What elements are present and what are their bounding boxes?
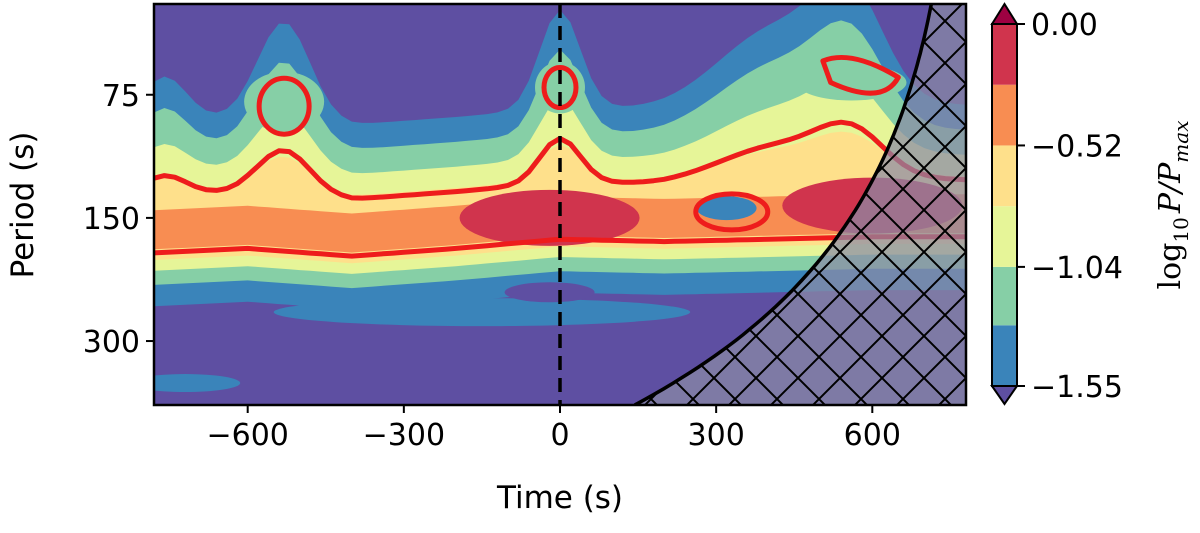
x-tick-label: 300 [688,418,745,453]
cbar-title-ratio: P/P [1153,162,1188,214]
contour-corner-lobe [154,374,241,393]
contour-lower-hole [504,282,595,303]
colorbar [990,2,1019,406]
colorbar-tick-label: 0.00 [1031,8,1098,43]
cbar-title-max: max [1169,121,1193,163]
y-tick-label: 300 [83,325,140,360]
colorbar-segment [992,145,1017,207]
significance-loop-0 [256,75,312,137]
contour-lower-lobe [273,298,691,327]
y-tick-label: 75 [102,79,140,114]
colorbar-segment [992,84,1017,146]
colorbar-ticks: 0.00 −0.52 −1.04 −1.55 [1017,8,1123,405]
svg-text:log10P/Pmax: log10 P/Pmax [1153,121,1193,290]
y-tick-label: 150 [83,202,140,237]
x-tick-label: 0 [550,418,569,453]
plot-area [154,4,966,405]
colorbar-tick-label: −1.55 [1031,370,1123,405]
colorbar-extend-max [990,2,1019,25]
significance-loop-1 [541,65,579,111]
colorbar-segment [992,206,1017,267]
significance-loop-3 [820,54,901,96]
peak-region-0 [459,189,640,246]
colorbar-frame [991,23,1018,387]
y-axis: 75 150 300 [83,79,154,360]
x-axis: −600 −300 0 300 600 [206,405,901,453]
colorbar-tick-label: −1.04 [1031,251,1123,286]
significance-lower [154,234,966,259]
x-tick-label: −600 [206,418,288,453]
colorbar-extend-min [990,385,1019,406]
significance-loop-2 [693,191,771,233]
colorbar-title: log10 P/Pmax [1153,121,1193,290]
upper-blob-0 [244,71,325,132]
y-axis-title: Period (s) [5,132,41,279]
colorbar-segment [992,24,1017,85]
x-tick-label: 600 [844,418,901,453]
x-axis-title: Time (s) [496,480,623,516]
coi-hatch [634,4,966,405]
cbar-title-sub: 10 [1169,217,1193,242]
coi-boundary [633,4,933,405]
colorbar-tick-label: −0.52 [1031,129,1123,164]
cone-of-influence [633,4,966,405]
x-tick-label: −300 [363,418,445,453]
cbar-title-log: log [1153,243,1188,290]
island-hole [696,196,757,221]
colorbar-segment [992,266,1017,326]
colorbar-segment [992,325,1017,386]
